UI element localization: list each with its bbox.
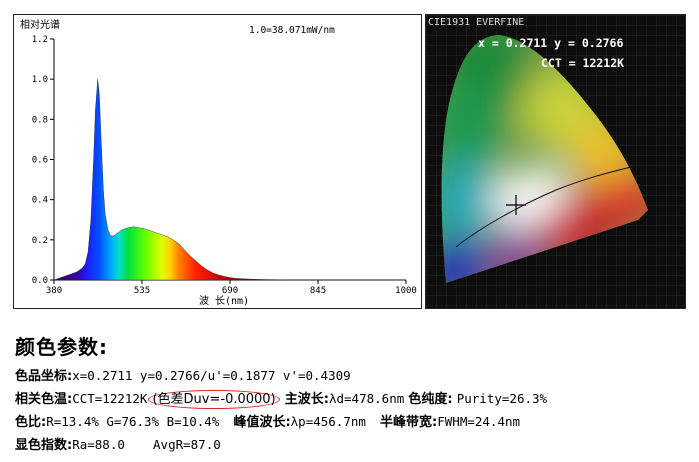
label-chromaticity: 色品坐标: bbox=[15, 369, 73, 384]
value-cct: CCT=12212K bbox=[72, 391, 148, 406]
value-duv: (色差Duv=-0.0000) bbox=[148, 390, 280, 409]
label-peak-wavelength: 峰值波长: bbox=[233, 415, 291, 430]
spectrum-x-label: 波 长(nm) bbox=[199, 294, 249, 307]
x-tick-label: 1000 bbox=[395, 286, 417, 296]
planckian-locus bbox=[455, 166, 632, 248]
cie-diagram: CIE1931 EVERFINE x = 0.2711 y = 0.2766 C… bbox=[426, 15, 685, 308]
value-ra: Ra=88.0 bbox=[72, 437, 125, 452]
value-purity: Purity=26.3% bbox=[456, 391, 548, 406]
spectrum-title: 相对光谱 bbox=[20, 18, 60, 31]
label-color-ratio: 色比: bbox=[15, 415, 47, 430]
value-color-ratio: R=13.4% G=76.3% B=10.4% bbox=[46, 414, 220, 429]
y-tick-label: 0.8 bbox=[32, 115, 48, 125]
y-tick-label: 1.0 bbox=[32, 75, 48, 85]
value-chromaticity: x=0.2711 y=0.2766/u'=0.1877 v'=0.4309 bbox=[72, 368, 351, 383]
value-peak-wavelength: λp=456.7nm bbox=[290, 414, 366, 429]
param-line-cri: 显色指数:Ra=88.0 AvgR=87.0 bbox=[15, 434, 221, 453]
cie-diagram-panel: CIE1931 EVERFINE x = 0.2711 y = 0.2766 C… bbox=[425, 14, 686, 309]
param-line-cct: 相关色温:CCT=12212K (色差Duv=-0.0000) 主波长:λd=47… bbox=[15, 388, 548, 409]
label-cct: 相关色温: bbox=[15, 392, 73, 407]
chromaticity-point-marker bbox=[506, 195, 526, 215]
y-tick-label: 0.0 bbox=[32, 276, 48, 286]
value-avgr: AvgR=87.0 bbox=[153, 437, 221, 452]
spectrum-plot-area: 0.0 0.2 0.4 0.6 0.8 1.0 1.2 380 535 690 845 1000 bbox=[32, 35, 417, 296]
param-line-chromaticity: 色品坐标:x=0.2711 y=0.2766/u'=0.1877 v'=0.43… bbox=[15, 365, 351, 384]
cie-xy-readout: x = 0.2711 y = 0.2766 bbox=[478, 36, 623, 50]
x-tick-label: 380 bbox=[46, 286, 62, 296]
spectrum-area bbox=[53, 79, 406, 281]
y-tick-label: 0.6 bbox=[32, 156, 48, 166]
param-line-color-ratio: 色比:R=13.4% G=76.3% B=10.4% 峰值波长:λp=456.7… bbox=[15, 411, 520, 430]
value-dominant-wavelength: λd=478.6nm bbox=[328, 391, 405, 406]
spectrum-annotation: 1.0=38.071mW/nm bbox=[249, 25, 335, 36]
cie-cct-readout: CCT = 12212K bbox=[541, 56, 624, 70]
x-tick-label: 845 bbox=[310, 286, 326, 296]
color-params-title: 颜色参数: bbox=[15, 335, 108, 359]
value-fwhm: FWHM=24.4nm bbox=[437, 414, 521, 429]
y-tick-label: 1.2 bbox=[32, 35, 48, 45]
cie-title: CIE1931 EVERFINE bbox=[428, 17, 524, 28]
spectrum-chart: 相对光谱 1.0=38.071mW/nm 0.0 0.2 0.4 0.6 0.8 1.0 1… bbox=[20, 18, 417, 307]
x-tick-label: 690 bbox=[222, 286, 238, 296]
label-cri: 显色指数: bbox=[15, 438, 73, 453]
label-purity: 色纯度: bbox=[408, 392, 453, 407]
label-fwhm: 半峰带宽: bbox=[380, 415, 438, 430]
y-tick-label: 0.2 bbox=[32, 236, 48, 246]
spectrum-chart-panel: 相对光谱 1.0=38.071mW/nm 0.0 0.2 0.4 0.6 0.8 1.0 1… bbox=[13, 14, 422, 309]
x-tick-label: 535 bbox=[134, 286, 150, 296]
y-tick-label: 0.4 bbox=[32, 196, 48, 206]
label-dominant-wavelength: 主波长: bbox=[284, 392, 329, 407]
